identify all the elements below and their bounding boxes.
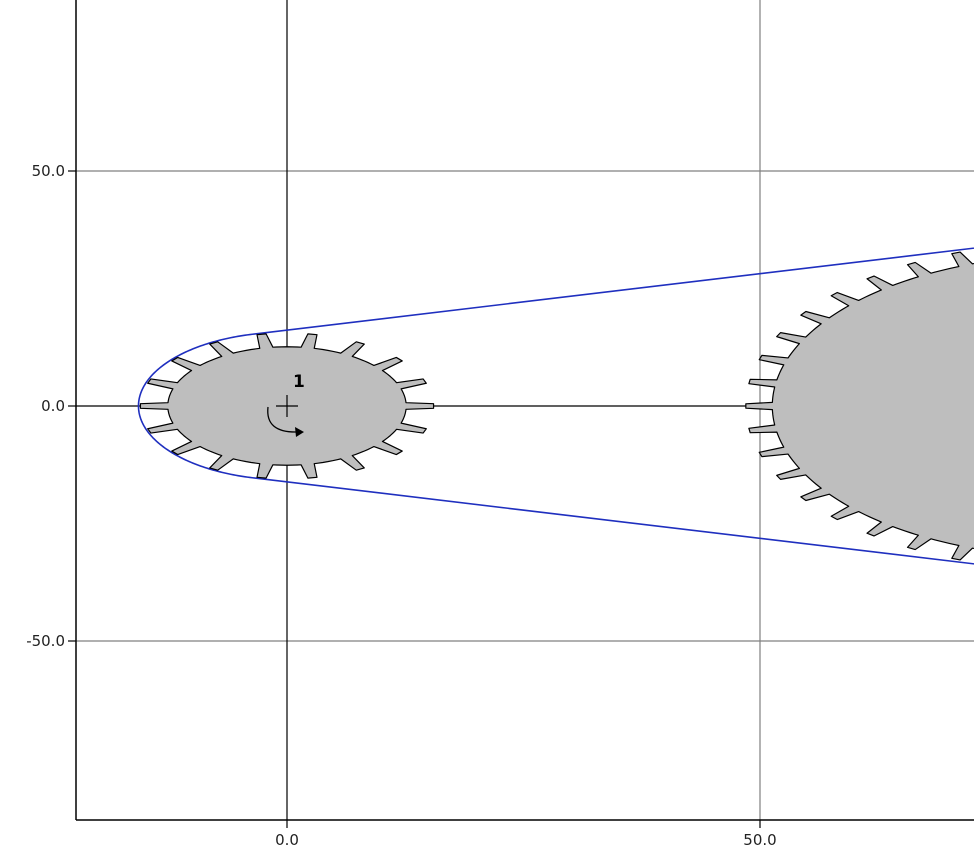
y-tick-label: 0.0 [41,397,65,415]
rotation-arrowhead-icon [295,427,304,437]
belt [137,247,974,565]
x-tick-label: 0.0 [275,831,299,849]
belt-outline [137,247,974,565]
gear-2[interactable]: 2 [745,242,974,570]
x-tick-label: 50.0 [743,831,776,849]
gear-body [745,251,974,561]
y-tick-label: -50.0 [26,632,65,650]
rotation-arrow-icon [267,406,299,433]
gear-1[interactable]: 1 [139,333,435,479]
tick-labels: 0.050.0100.050.00.0-50.0 [26,162,777,849]
y-tick-label: 50.0 [32,162,65,180]
grid-lines [76,0,974,820]
gears: 12 [139,242,974,570]
gear-label: 1 [293,372,305,392]
